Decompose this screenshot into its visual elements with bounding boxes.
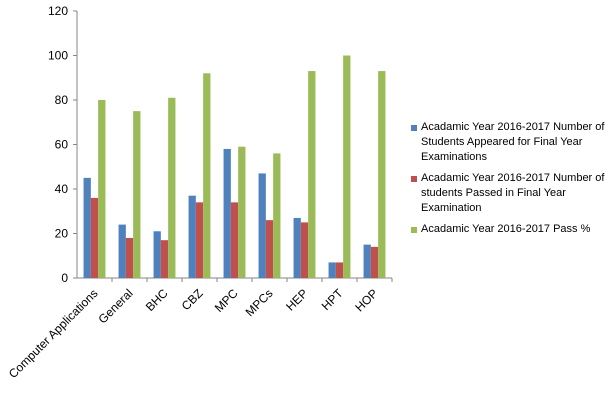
- bar: [258, 173, 266, 278]
- y-tick-label: 60: [55, 138, 69, 152]
- y-tick-label: 120: [48, 4, 68, 18]
- bar: [83, 177, 91, 278]
- bar: [273, 153, 281, 278]
- bar: [370, 246, 379, 278]
- bar: [160, 240, 169, 278]
- x-tick-label: BHC: [143, 286, 171, 314]
- x-tick-label: HOP: [352, 286, 380, 314]
- bar: [153, 231, 161, 278]
- bar: [335, 262, 344, 278]
- bar: [293, 217, 301, 278]
- legend-item-pass-percent: Acadamic Year 2016-2017 Pass %: [411, 222, 611, 237]
- bar: [300, 222, 309, 278]
- legend-swatch-passed: [411, 176, 417, 182]
- bar: [363, 244, 371, 278]
- y-tick-label: 80: [55, 93, 69, 107]
- bar: [328, 262, 336, 278]
- x-tick-label: General: [96, 286, 136, 326]
- bar: [230, 202, 239, 278]
- legend-swatch-appeared: [411, 125, 417, 131]
- bar: [203, 73, 211, 278]
- bar: [195, 202, 204, 278]
- y-tick-label: 100: [48, 49, 68, 63]
- x-tick-label: MPC: [212, 286, 241, 315]
- x-tick-label: HEP: [283, 286, 310, 313]
- bar: [265, 220, 274, 278]
- legend-label-appeared: Acadamic Year 2016-2017 Number of Studen…: [421, 121, 605, 163]
- legend: Acadamic Year 2016-2017 Number of Studen…: [411, 120, 611, 243]
- bar: [133, 111, 141, 278]
- x-tick-label: CBZ: [179, 286, 206, 313]
- bar: [168, 97, 176, 279]
- legend-item-passed: Acadamic Year 2016-2017 Number of studen…: [411, 171, 611, 216]
- bar: [125, 237, 134, 278]
- x-tick-label: MPCs: [243, 286, 276, 319]
- bar: [90, 197, 99, 278]
- bar: [188, 195, 196, 278]
- y-tick-label: 40: [55, 182, 69, 196]
- legend-item-appeared: Acadamic Year 2016-2017 Number of Studen…: [411, 120, 611, 165]
- bar: [238, 146, 246, 278]
- bar: [98, 100, 106, 278]
- y-tick-label: 20: [55, 227, 69, 241]
- bar: [118, 224, 126, 278]
- bar: [223, 148, 231, 278]
- x-tick-label: HPT: [319, 286, 346, 313]
- legend-label-pass-percent: Acadamic Year 2016-2017 Pass %: [421, 223, 591, 235]
- legend-label-passed: Acadamic Year 2016-2017 Number of studen…: [421, 172, 605, 214]
- bar: [308, 71, 316, 278]
- bar: [378, 71, 386, 278]
- legend-swatch-pass-percent: [411, 227, 417, 233]
- y-tick-label: 0: [61, 271, 68, 285]
- bar: [343, 55, 351, 278]
- x-tick-label: Computer Applications: [6, 286, 101, 381]
